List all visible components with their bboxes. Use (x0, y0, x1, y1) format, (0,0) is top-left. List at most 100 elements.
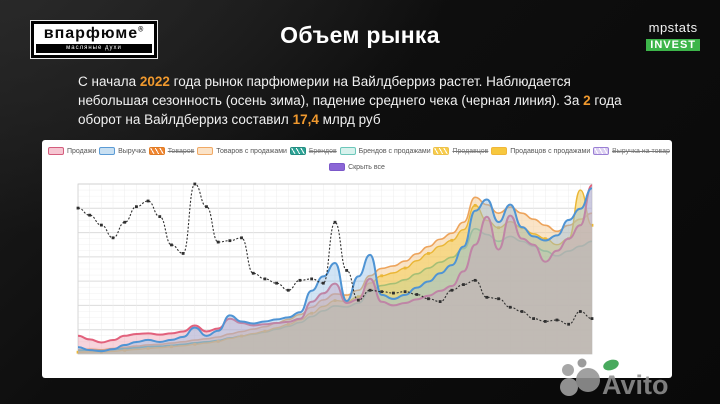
series-marker (497, 297, 500, 301)
avito-logo-circle (576, 368, 600, 392)
series-marker (76, 350, 80, 354)
series-marker (508, 305, 512, 309)
series-marker (205, 205, 208, 209)
avito-logo-circle (577, 358, 587, 368)
series-marker (403, 266, 407, 270)
legend-label: Продавцов (452, 147, 489, 155)
series-marker (99, 223, 103, 227)
series-marker (111, 236, 115, 240)
legend-label: Брендов (308, 147, 337, 155)
series-marker (532, 317, 535, 320)
legend-swatch (197, 147, 214, 155)
market-chart (76, 182, 594, 355)
series-area-Выручка (78, 188, 592, 354)
series-marker (567, 322, 571, 326)
registered-mark-icon: ® (138, 26, 145, 34)
legend-hide-all-button[interactable]: Скрыть все (329, 163, 385, 171)
series-marker (333, 299, 337, 302)
series-marker (310, 277, 314, 281)
avito-watermark: Avito (560, 358, 669, 400)
series-marker (520, 310, 524, 313)
logo-name: впарфюме® (43, 25, 145, 42)
legend-item[interactable]: Брендов (289, 147, 337, 155)
legend-item[interactable]: Продавцов (433, 147, 488, 155)
series-marker (333, 220, 337, 224)
series-marker (356, 295, 360, 299)
series-marker (275, 281, 278, 285)
series-marker (345, 269, 349, 272)
market-description: С начала 2022 года рынок парфюмерии на В… (78, 72, 626, 129)
legend-item[interactable]: Товаров (148, 147, 195, 155)
legend-label: Брендов с продажами (358, 147, 431, 155)
legend-swatch (491, 147, 508, 155)
vparfume-logo-inner: впарфюме® масляные духи (34, 24, 154, 55)
series-marker (321, 281, 325, 285)
vparfume-logo: впарфюме® масляные духи (30, 20, 158, 59)
chart-legend-row1: Продажи Выручка Товаров Товаров с продажами… (48, 147, 670, 155)
brand-name: mpstats (648, 20, 698, 35)
legend-swatch (433, 147, 450, 155)
legend-swatch (593, 147, 610, 155)
legend-item[interactable]: Выручка на товар (593, 147, 670, 155)
series-marker (497, 226, 500, 230)
series-area-Продавцов с продажами (78, 190, 592, 354)
highlighted-value: 2022 (139, 74, 170, 89)
series-marker (135, 205, 138, 209)
series-marker (555, 318, 559, 322)
legend-label: Товаров с продажами (216, 147, 287, 155)
series-marker (193, 342, 197, 346)
series-marker (263, 277, 267, 281)
legend-item[interactable]: Выручка (99, 147, 146, 155)
series-marker (181, 252, 185, 255)
series-marker (263, 329, 267, 333)
legend-swatch (289, 147, 306, 155)
series-marker (251, 271, 255, 275)
highlighted-value: 17,4 (292, 112, 319, 128)
highlighted-value: 2 (583, 93, 591, 109)
avito-logo-circle (562, 364, 574, 376)
series-marker (590, 223, 594, 227)
series-marker (438, 300, 442, 303)
legend-label: Скрыть все (348, 163, 385, 171)
series-marker (193, 182, 197, 186)
paragraph-text: года рынок парфюмерии на Вайлдберриз рас… (78, 74, 584, 109)
series-marker (427, 297, 430, 301)
series-marker (543, 237, 547, 241)
series-marker (310, 311, 314, 315)
logo-tagline: масляные духи (36, 43, 152, 53)
series-marker (123, 348, 127, 352)
series-marker (170, 345, 173, 349)
series-marker (286, 322, 290, 326)
series-marker (415, 293, 419, 296)
series-marker (403, 290, 407, 294)
series-marker (485, 295, 489, 299)
series-marker (240, 236, 243, 240)
series-marker (216, 240, 220, 244)
series-line-Продажи (77, 184, 593, 344)
chart-panel: Продажи Выручка Товаров Товаров с продажами… (42, 140, 672, 378)
legend-item[interactable]: Продажи (48, 147, 96, 155)
series-marker (216, 339, 220, 343)
series-marker (170, 243, 173, 247)
legend-swatch (48, 147, 64, 155)
series-marker (158, 215, 162, 218)
series-marker (473, 278, 477, 282)
series-area-Продажи (78, 185, 592, 354)
chart-legend-row2: Скрыть все (42, 163, 672, 171)
legend-swatch (339, 147, 356, 155)
legend-swatch (148, 147, 165, 155)
series-marker (76, 206, 80, 210)
series-marker (88, 213, 92, 217)
legend-label: Выручка на товар (612, 147, 670, 155)
legend-label: Товаров (167, 147, 195, 155)
series-marker (450, 288, 454, 292)
mpstats-brand: mpstats INVEST (646, 20, 700, 53)
legend-item[interactable]: Брендов с продажами (339, 147, 431, 155)
series-marker (380, 274, 384, 278)
series-marker (298, 278, 302, 282)
legend-item[interactable]: Товаров с продажами (197, 147, 287, 155)
legend-item[interactable]: Продавцов с продажами (491, 147, 590, 155)
series-marker (368, 288, 372, 292)
brand-invest-badge: INVEST (646, 39, 700, 51)
